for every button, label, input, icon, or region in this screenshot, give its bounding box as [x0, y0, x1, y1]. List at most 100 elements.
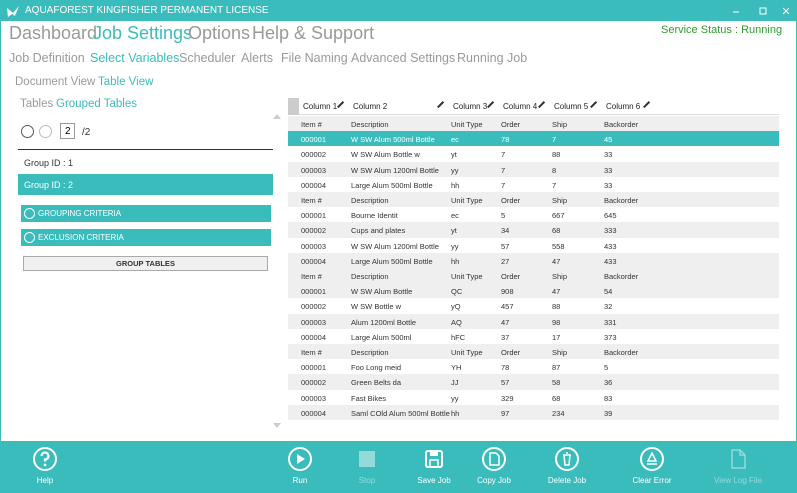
sub-tab[interactable]: Running Job — [457, 51, 528, 65]
section-header[interactable]: EXCLUSION CRITERIA — [21, 229, 271, 246]
table-cell: 908 — [501, 287, 514, 297]
expand-icon — [24, 208, 35, 219]
column-header[interactable]: Column 1 — [303, 102, 338, 111]
table-cell: yt — [451, 150, 457, 160]
table-row[interactable]: Item # Description Unit Type Order Ship Backo… — [288, 116, 779, 132]
toolbar-icon — [555, 447, 579, 471]
sub-tab[interactable]: Select Variables — [90, 51, 180, 65]
table-row[interactable]: 000003 Alum 1200ml Bottle AQ 47 98 331 — [288, 313, 779, 329]
table-row[interactable]: Item # Description Unit Type Order Ship Backo… — [288, 268, 779, 284]
table-cell: 8 — [552, 165, 557, 175]
table-row[interactable]: 000001 Foo Long meid YH 78 87 5 — [288, 359, 779, 375]
menu-item[interactable]: Job Settings — [93, 23, 193, 43]
table-cell: yQ — [451, 302, 461, 312]
sub-tab[interactable]: Job Definition — [9, 51, 85, 65]
table-cell: 433 — [604, 256, 617, 266]
sub-tab[interactable]: Advanced Settings — [351, 51, 456, 65]
table-cell: Fast Bikes — [351, 393, 387, 403]
toolbar-button[interactable]: Delete Job — [532, 443, 602, 492]
table-cell: 000004 — [301, 408, 327, 418]
title-bar: AQUAFOREST KINGFISHER PERMANENT LICENSE — [1, 1, 796, 21]
sub-tab[interactable]: File Naming — [281, 51, 348, 65]
table-cell: Bourne Identit — [351, 211, 398, 221]
toolbar-button: Stop — [332, 443, 402, 492]
table-row[interactable]: Item # Description Unit Type Order Ship Backo… — [288, 344, 779, 360]
table-row[interactable]: 000001 Bourne Identit ec 5 667 645 — [288, 207, 779, 223]
table-cell: yy — [451, 241, 459, 251]
table-cell: W SW Alum Bottle w — [351, 150, 420, 160]
table-cell: 333 — [604, 226, 617, 236]
table-row[interactable]: 000002 W SW Alum Bottle w yt 7 88 33 — [288, 146, 779, 162]
table-row[interactable]: Item # Description Unit Type Order Ship Backo… — [288, 192, 779, 208]
table-cell: 97 — [501, 408, 510, 418]
table-cell: 000004 — [301, 256, 327, 266]
table-cell: W SW Alum 500ml Bottle — [351, 135, 435, 145]
table-cell: 33 — [604, 150, 613, 160]
toolbar-button[interactable]: Copy Job — [459, 443, 529, 492]
table-row[interactable]: 000002 W SW Bottle w yQ 457 88 32 — [288, 298, 779, 314]
table-cell: 47 — [552, 287, 561, 297]
panel-tab[interactable]: Tables — [20, 98, 54, 110]
page-input[interactable]: 2 — [60, 123, 75, 139]
table-cell: 57 — [501, 378, 510, 388]
panel-tab[interactable]: Grouped Tables — [56, 98, 137, 110]
section-header[interactable]: GROUPING CRITERIA — [21, 205, 271, 222]
table-cell: Foo Long meid — [351, 363, 402, 373]
group-label: Group ID : 2 — [24, 180, 74, 190]
table-cell: 373 — [604, 332, 617, 342]
scroll-up[interactable] — [273, 114, 281, 119]
table-row[interactable]: 000004 Large Alum 500ml Bottle hh 27 47 433 — [288, 252, 779, 268]
sub-tab[interactable]: Scheduler — [179, 51, 236, 65]
window-controls[interactable] — [731, 5, 793, 17]
table-row[interactable]: 000003 Fast Bikes yy 329 68 83 — [288, 389, 779, 405]
table-row[interactable]: 000004 Saml COld Alum 500ml Bottle hh 97 234… — [288, 404, 779, 420]
toolbar-button[interactable]: Clear Error — [617, 443, 687, 492]
menu-item[interactable]: Dashboard — [9, 23, 98, 43]
view-tab[interactable]: Document View — [15, 76, 96, 88]
column-header[interactable]: Column 2 — [353, 102, 388, 111]
table-row[interactable]: 000003 W SW Alum 1200ml Bottle yy 7 8 33 — [288, 161, 779, 177]
menu-item[interactable]: Help & Support — [252, 23, 375, 43]
expand-icon — [24, 232, 35, 243]
table-row[interactable]: 000001 W SW Alum Bottle QC 908 47 54 — [288, 283, 779, 299]
menu-item[interactable]: Options — [188, 23, 251, 43]
scroll-down[interactable] — [273, 423, 281, 428]
table-cell: 37 — [501, 332, 510, 342]
table-cell: yt — [451, 226, 457, 236]
table-row[interactable]: 000004 Large Alum 500ml Bottle hh 7 7 33 — [288, 176, 779, 192]
table-row[interactable]: 000001 W SW Alum 500ml Bottle ec 78 7 45 — [288, 131, 779, 147]
toolbar-button[interactable]: Save Job — [399, 443, 469, 492]
table-cell: ec — [451, 135, 459, 145]
table-cell: 88 — [552, 302, 561, 312]
page-total: /2 — [82, 127, 91, 138]
app-logo — [7, 6, 19, 17]
column-header[interactable]: Column 5 — [554, 102, 589, 111]
view-tab[interactable]: Table View — [98, 76, 154, 88]
bottom-toolbar — [1, 441, 796, 492]
table-cell: Ship — [552, 348, 568, 357]
table-cell: 000001 — [301, 135, 327, 145]
table-row[interactable]: 000002 Cups and plates yt 34 68 333 — [288, 222, 779, 238]
toolbar-icon — [425, 450, 443, 468]
group-tables-button[interactable]: GROUP TABLES — [23, 256, 268, 271]
column-header[interactable]: Column 6 — [606, 102, 641, 111]
table-cell: yy — [451, 165, 459, 175]
table-cell: ec — [451, 211, 459, 221]
toolbar-button[interactable]: Help — [10, 443, 80, 492]
group-row[interactable]: Group ID : 2 — [18, 174, 273, 195]
column-header[interactable]: Column 3 — [453, 102, 488, 111]
group-row[interactable]: Group ID : 1 — [18, 152, 273, 173]
table-row[interactable]: 000002 Green Belts da JJ 57 58 36 — [288, 374, 779, 390]
table-cell: 000001 — [301, 211, 327, 221]
table-cell: 39 — [604, 408, 613, 418]
column-header[interactable]: Column 4 — [503, 102, 538, 111]
table-row[interactable]: 000003 W SW Alum 1200ml Bottle yy 57 558 433 — [288, 237, 779, 253]
table-cell: Ship — [552, 196, 568, 205]
table-cell: 36 — [604, 378, 613, 388]
sub-tab[interactable]: Alerts — [241, 51, 273, 65]
toolbar-label: Clear Error — [632, 476, 672, 485]
table-cell: Backorder — [604, 120, 639, 129]
page-up[interactable] — [21, 125, 34, 138]
toolbar-button[interactable]: Run — [265, 443, 335, 492]
table-row[interactable]: 000004 Large Alum 500ml hFC 37 17 373 — [288, 328, 779, 344]
